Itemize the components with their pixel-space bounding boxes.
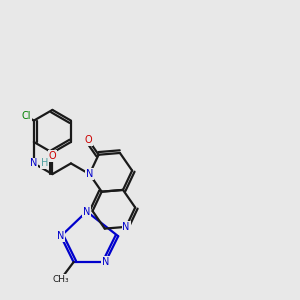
Text: Cl: Cl [22,111,32,122]
Text: CH₃: CH₃ [52,275,69,284]
Text: O: O [84,135,92,145]
Text: N: N [86,169,93,179]
Text: H: H [40,158,48,168]
Text: O: O [49,151,56,161]
Text: N: N [83,206,90,217]
Text: N: N [102,257,109,267]
Text: N: N [122,222,130,232]
Text: N: N [30,158,38,168]
Text: N: N [57,231,64,241]
